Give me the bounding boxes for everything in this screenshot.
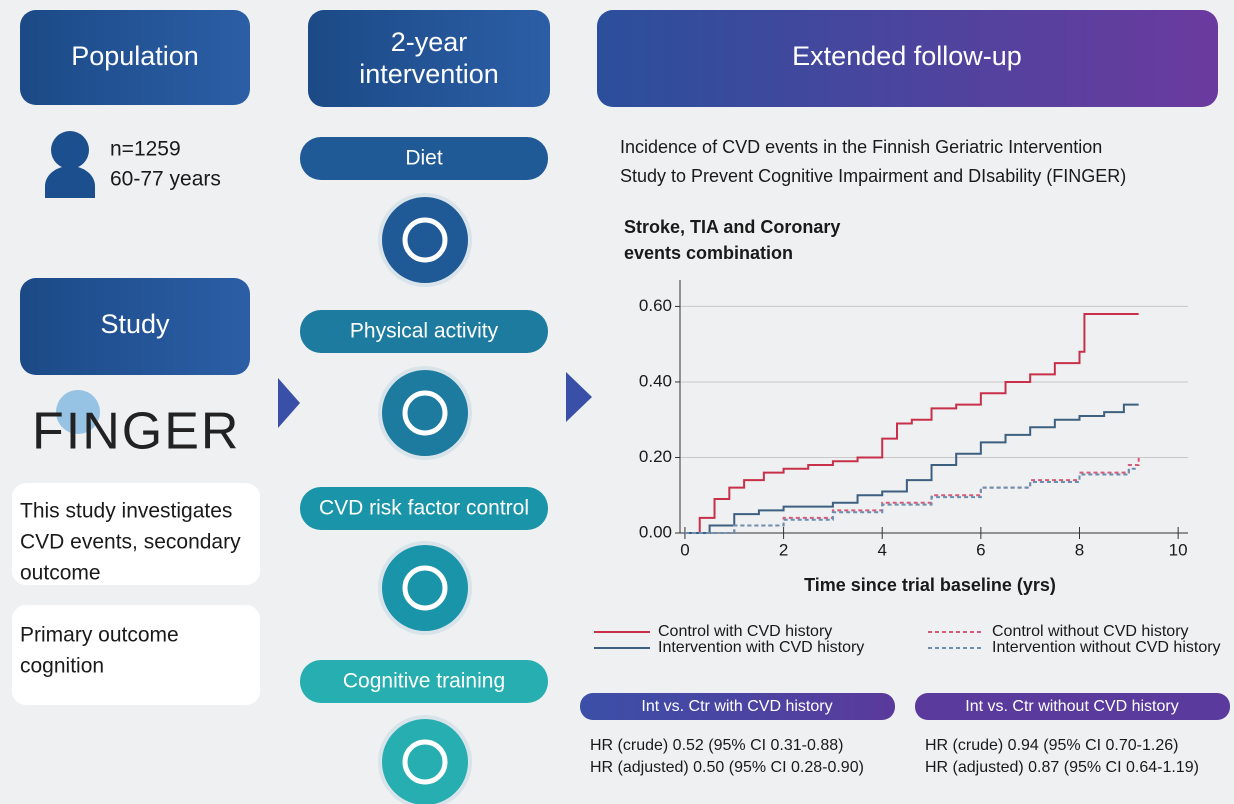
component-icon xyxy=(378,715,472,804)
count: n=1259 xyxy=(110,138,181,161)
series-line xyxy=(684,312,1139,534)
ages: 60-77 years xyxy=(110,168,221,191)
header-box xyxy=(308,10,550,107)
component-pill xyxy=(300,660,548,703)
legend-label: Control without CVD history xyxy=(992,623,1189,640)
note-box xyxy=(12,483,260,585)
note: CVD events, secondary xyxy=(20,531,241,554)
x-tick-label: 10 xyxy=(1169,540,1188,559)
header-box xyxy=(20,278,250,375)
header-box xyxy=(597,10,1218,107)
component-pill xyxy=(300,487,548,530)
result-title: Int vs. Ctr with CVD history xyxy=(641,698,832,715)
result-pill xyxy=(580,693,895,720)
note: outcome xyxy=(20,562,101,585)
component-icon xyxy=(402,565,448,611)
x-tick-label: 8 xyxy=(1075,540,1084,559)
y-tick-label: 0.40 xyxy=(639,371,672,390)
x-tick-label: 4 xyxy=(877,540,886,559)
person-icon xyxy=(45,166,95,198)
component: Cognitive training xyxy=(343,670,505,693)
header: intervention xyxy=(359,59,499,89)
component-icon xyxy=(378,193,472,287)
result-line: HR (crude) 0.94 (95% CI 0.70-1.26) xyxy=(925,737,1178,754)
component-icon xyxy=(378,366,472,460)
note: Primary outcome xyxy=(20,624,179,647)
header: 2-year xyxy=(391,27,468,57)
result-line: HR (adjusted) 0.50 (95% CI 0.28-0.90) xyxy=(590,759,864,776)
description: Study to Prevent Cognitive Impairment an… xyxy=(620,166,1126,186)
x-axis-label: Time since trial baseline (yrs) xyxy=(804,575,1056,595)
x-tick-label: 0 xyxy=(680,540,689,559)
note: This study investigates xyxy=(20,500,232,523)
y-tick-label: 0.20 xyxy=(639,447,672,466)
component: Diet xyxy=(405,147,443,170)
y-tick-label: 0.60 xyxy=(639,296,672,315)
arrow xyxy=(278,378,300,428)
header: Extended follow-up xyxy=(792,41,1022,71)
component-pill xyxy=(300,310,548,353)
header: Population xyxy=(71,41,199,71)
component-icon xyxy=(378,541,472,635)
y-tick-label: 0.00 xyxy=(639,522,672,541)
result-pill xyxy=(915,693,1230,720)
chart-title: events combination xyxy=(624,243,793,263)
arrow xyxy=(566,372,592,422)
result-title: Int vs. Ctr without CVD history xyxy=(965,698,1178,715)
description: Incidence of CVD events in the Finnish G… xyxy=(620,137,1102,157)
legend-label: Intervention with CVD history xyxy=(658,639,864,656)
series-line xyxy=(684,467,1139,534)
chart-title: Stroke, TIA and Coronary xyxy=(624,217,840,237)
legend-label: Control with CVD history xyxy=(658,623,832,640)
component-pill xyxy=(300,137,548,180)
component-icon xyxy=(402,390,448,436)
logo-mark xyxy=(56,390,100,434)
result-line: HR (crude) 0.52 (95% CI 0.31-0.88) xyxy=(590,737,843,754)
note: cognition xyxy=(20,655,104,678)
x-tick-label: 6 xyxy=(976,540,985,559)
component: CVD risk factor control xyxy=(319,497,529,520)
series-line xyxy=(684,403,1139,534)
result-line: HR (adjusted) 0.87 (95% CI 0.64-1.19) xyxy=(925,759,1199,776)
logo: FINGER xyxy=(32,403,240,461)
legend-label: Intervention without CVD history xyxy=(992,639,1221,656)
header: Study xyxy=(100,309,170,339)
component-icon xyxy=(402,217,448,263)
note-box xyxy=(12,605,260,705)
x-tick-label: 2 xyxy=(779,540,788,559)
person-icon xyxy=(51,131,89,169)
series-line xyxy=(684,457,1140,534)
component-icon xyxy=(402,739,448,785)
header-box xyxy=(20,10,250,105)
component: Physical activity xyxy=(350,320,499,343)
